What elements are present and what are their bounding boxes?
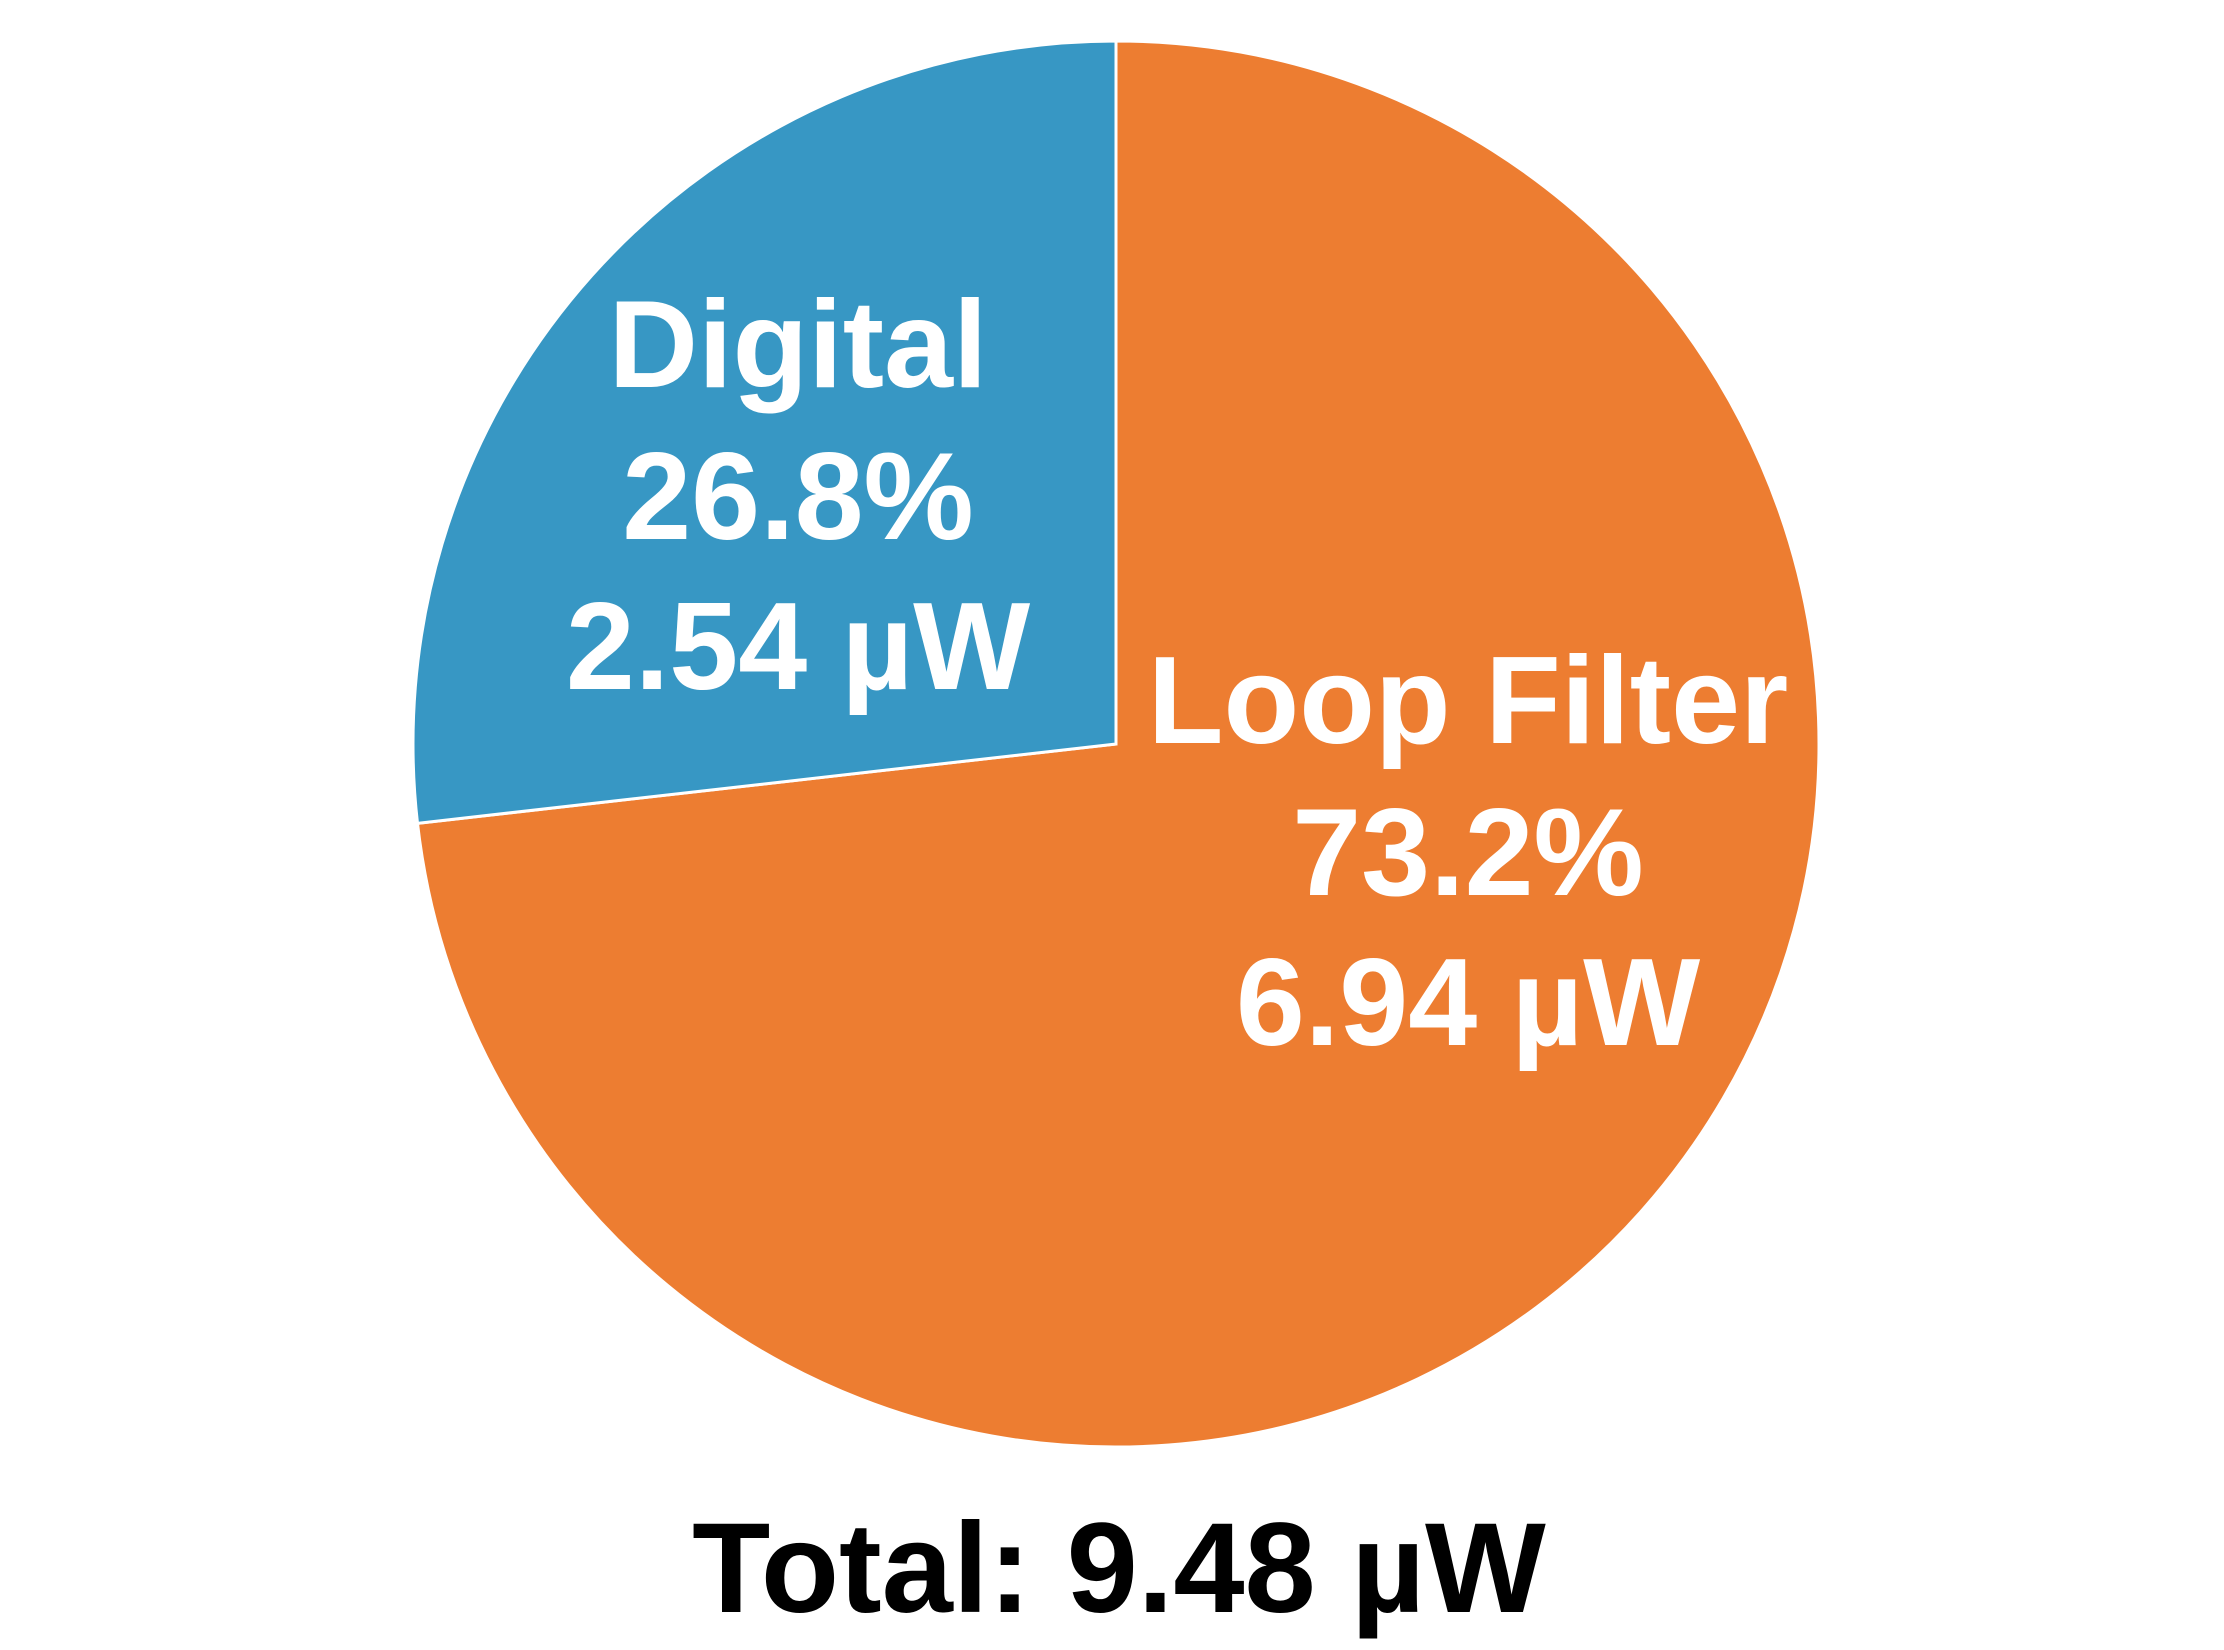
slice-power: 2.54 µW (566, 578, 1030, 716)
slice-percent: 26.8% (622, 428, 974, 566)
pie-slice (411, 39, 1118, 825)
slice-name: Loop Filter (1148, 632, 1789, 770)
pie-slice (415, 39, 1821, 1449)
slice-percent: 73.2% (1292, 784, 1644, 922)
slice-name: Digital (609, 276, 988, 414)
total-label: Total: 9.48 µW (692, 1497, 1546, 1640)
slice-power: 6.94 µW (1236, 934, 1700, 1072)
